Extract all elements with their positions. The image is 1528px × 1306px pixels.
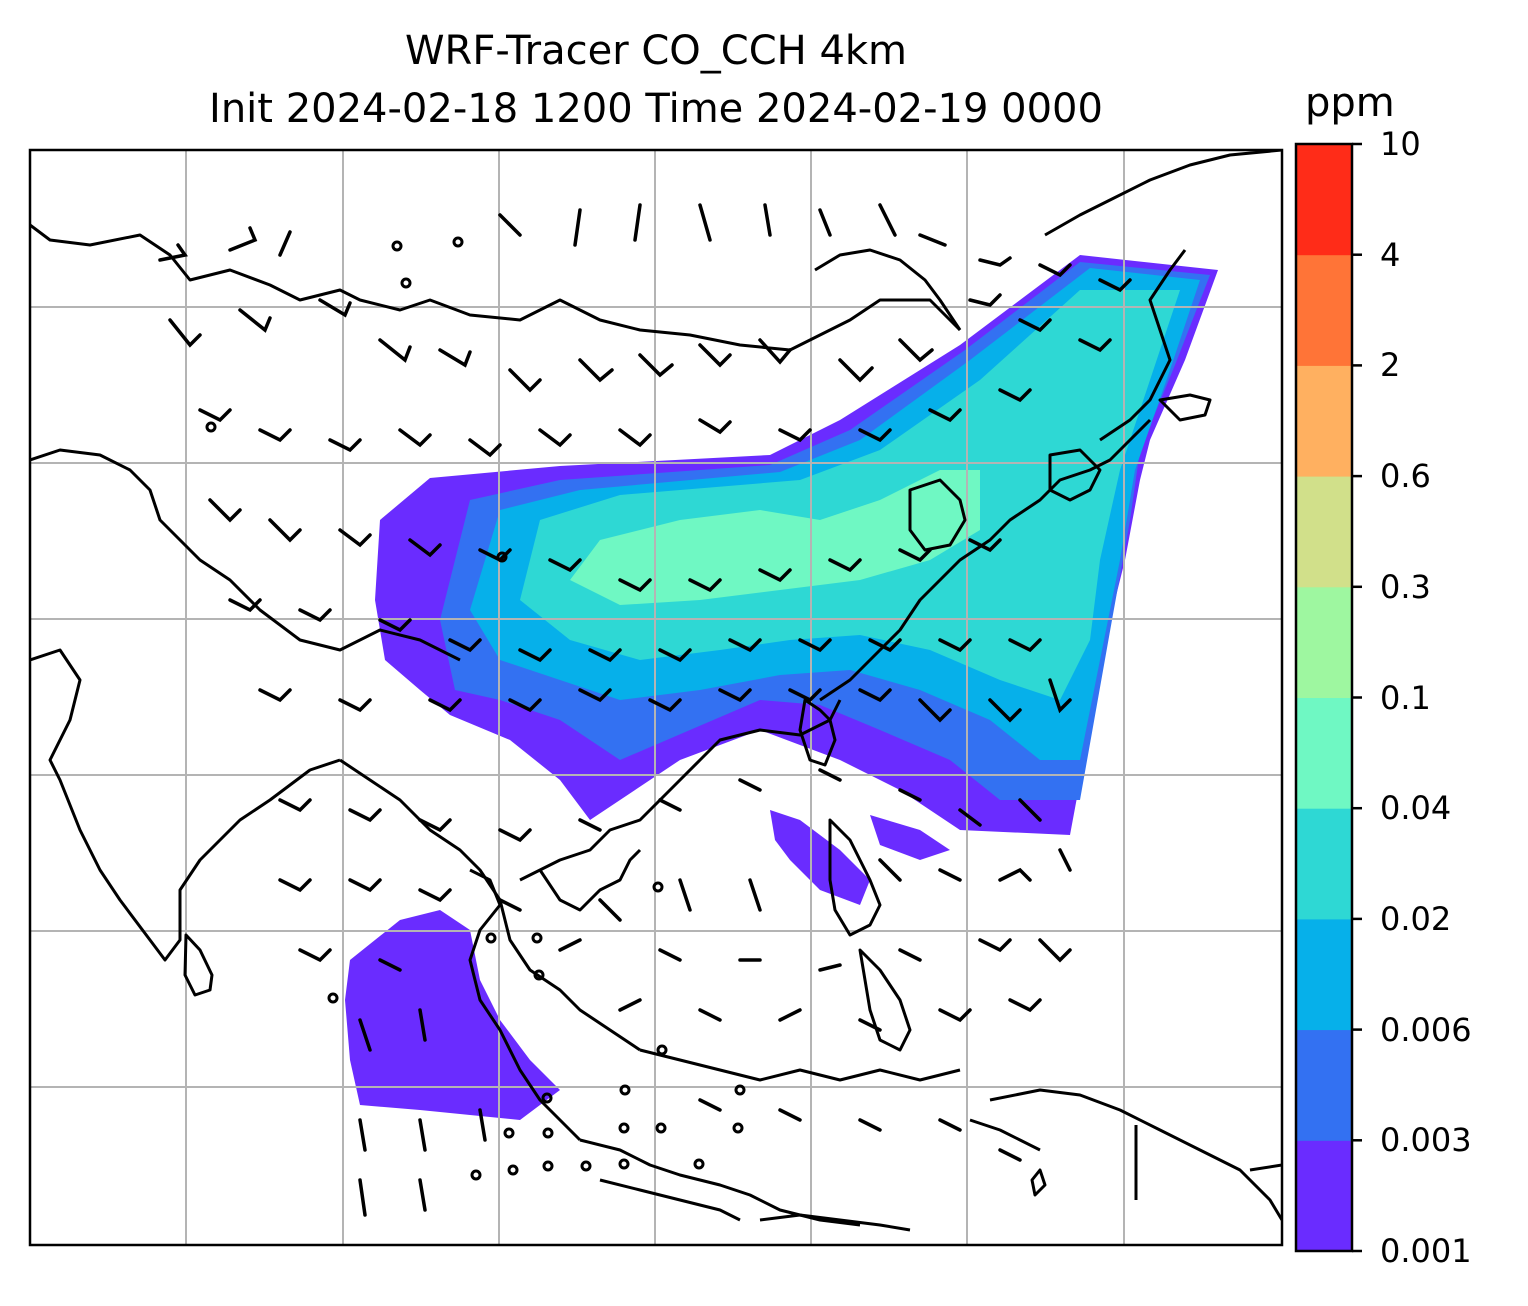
mid-plume (770, 810, 870, 905)
colorbar-tick-label: 0.001 (1380, 1232, 1472, 1270)
colorbar-tick-label: 2 (1380, 346, 1401, 385)
colorbar-segment (1296, 1140, 1352, 1252)
colorbar (1294, 142, 1362, 1253)
plume-level-5 (570, 470, 980, 605)
colorbar-segment (1296, 254, 1352, 366)
map-subtitle: Init 2024-02-18 1200 Time 2024-02-19 000… (209, 86, 1103, 132)
colorbar-segment (1296, 144, 1352, 256)
colorbar-tick-label: 0.6 (1380, 457, 1431, 496)
colorbar-tick-marks (1352, 142, 1362, 1253)
tracer-field (345, 255, 1218, 1120)
colorbar-segment (1296, 918, 1352, 1031)
colorbar-segments (1296, 144, 1352, 1252)
colorbar-tick-label: 0.003 (1380, 1121, 1472, 1160)
wind-barbs (158, 203, 1132, 1217)
colorbar-tick-label: 0.006 (1380, 1010, 1472, 1049)
colorbar-tick-label: 0.3 (1380, 567, 1431, 606)
map-area (30, 150, 1282, 1245)
colorbar-segment (1296, 808, 1352, 920)
colorbar-segment (1296, 1029, 1352, 1141)
colorbar-segment (1296, 365, 1352, 477)
plume-level-5b (900, 480, 960, 550)
coastlines (30, 150, 1282, 1232)
map-border (28, 148, 1284, 1247)
colorbar-segment (1296, 697, 1352, 809)
colorbar-unit-label: ppm (1305, 80, 1395, 126)
mid-plume-2 (870, 815, 950, 860)
colorbar-tick-label: 10 (1380, 125, 1421, 163)
colorbar-tick-label: 4 (1380, 235, 1401, 274)
colorbar-tick-label: 0.1 (1380, 678, 1431, 717)
colorbar-tick-label: 0.02 (1380, 899, 1452, 938)
colorbar-segment (1296, 586, 1352, 698)
south-plume (345, 910, 560, 1120)
colorbar-segment (1296, 476, 1352, 588)
map-title: WRF-Tracer CO_CCH 4km (404, 28, 908, 74)
colorbar-tick-label: 0.04 (1380, 789, 1452, 828)
calm-markers (205, 236, 746, 1181)
